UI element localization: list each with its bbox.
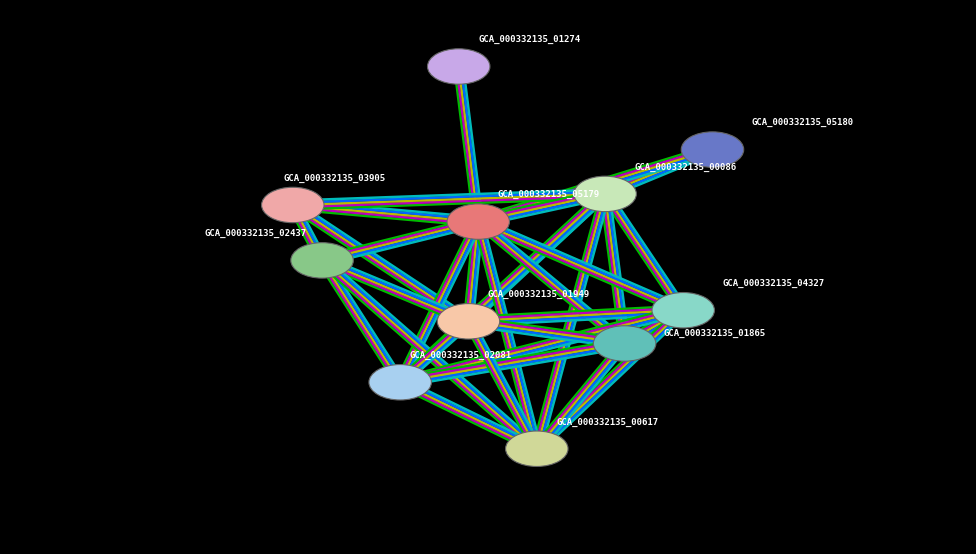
Circle shape: [437, 304, 500, 339]
Text: GCA_000332135_01274: GCA_000332135_01274: [478, 35, 581, 44]
Circle shape: [593, 326, 656, 361]
Circle shape: [681, 132, 744, 167]
Text: GCA_000332135_00086: GCA_000332135_00086: [634, 163, 737, 172]
Text: GCA_000332135_05180: GCA_000332135_05180: [752, 119, 854, 127]
Circle shape: [574, 176, 636, 212]
Text: GCA_000332135_01949: GCA_000332135_01949: [488, 290, 590, 299]
Circle shape: [652, 293, 714, 328]
Circle shape: [262, 187, 324, 223]
Text: GCA_000332135_04327: GCA_000332135_04327: [722, 279, 825, 288]
Text: GCA_000332135_00617: GCA_000332135_00617: [556, 418, 659, 427]
Circle shape: [447, 204, 509, 239]
Circle shape: [427, 49, 490, 84]
Text: GCA_000332135_03905: GCA_000332135_03905: [283, 174, 386, 183]
Circle shape: [291, 243, 353, 278]
Text: GCA_000332135_01865: GCA_000332135_01865: [664, 329, 766, 338]
Text: GCA_000332135_02437: GCA_000332135_02437: [205, 229, 307, 238]
Text: GCA_000332135_02081: GCA_000332135_02081: [410, 351, 512, 360]
Circle shape: [369, 365, 431, 400]
Circle shape: [506, 431, 568, 466]
Text: GCA_000332135_05179: GCA_000332135_05179: [498, 191, 600, 199]
